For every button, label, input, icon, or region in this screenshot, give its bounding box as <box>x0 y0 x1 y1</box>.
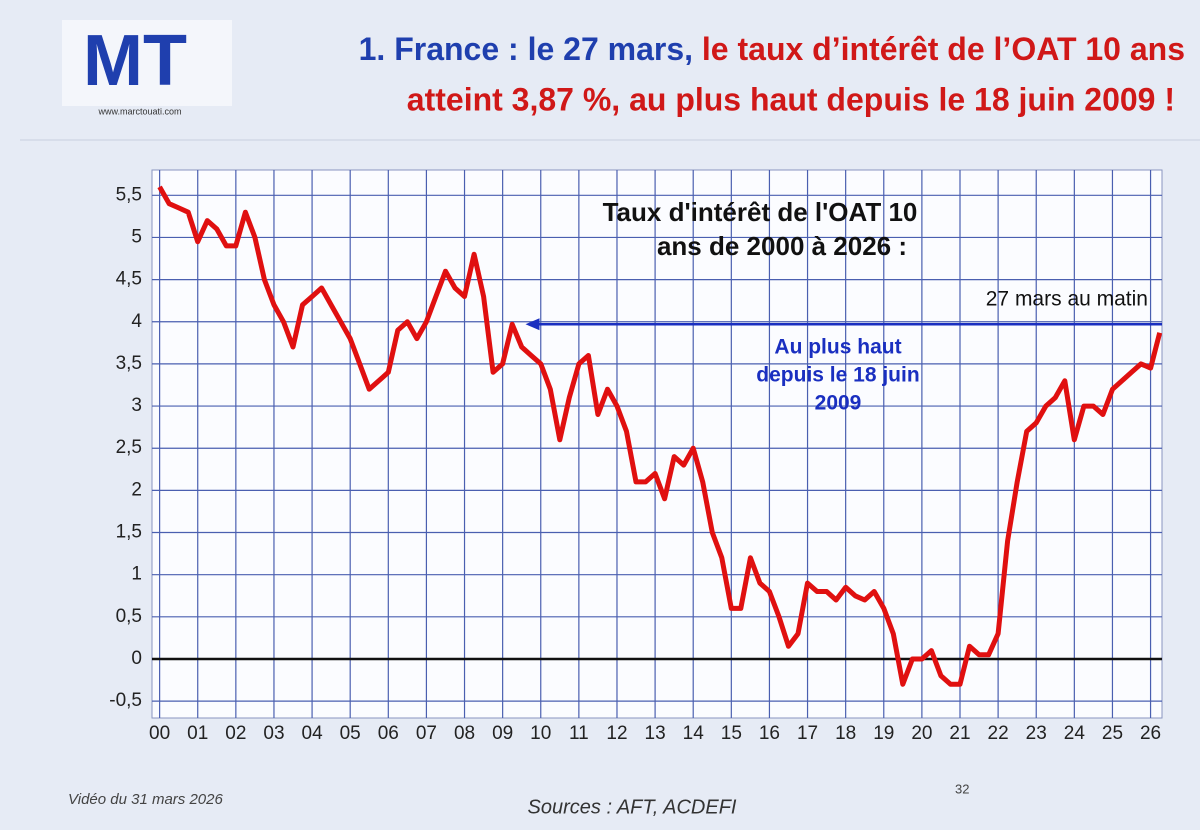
plot-area <box>151 169 1163 719</box>
y-tick-label: 5 <box>131 226 142 247</box>
x-tick-label: 03 <box>263 723 284 744</box>
y-tick-label: 2 <box>131 479 142 500</box>
x-tick-label: 19 <box>873 723 894 744</box>
x-tick-label: 11 <box>569 723 589 744</box>
y-tick-label: 1,5 <box>116 522 142 543</box>
x-tick-label: 10 <box>530 723 551 744</box>
title-part: 1. France : le 27 mars, <box>359 31 693 67</box>
logo-box <box>62 20 232 106</box>
x-tick-label: 22 <box>988 723 1009 744</box>
x-tick-label: 05 <box>340 723 361 744</box>
plot: -0,5 0 0,5 1 1,5 2 2,5 3 3,5 4 4,5 5 5,5 00 01 02 03 04 05… <box>109 169 1163 744</box>
x-tick-label: 24 <box>1064 723 1086 744</box>
x-tick-label: 12 <box>606 723 627 744</box>
logo-url: www.marctouati.com <box>97 106 181 116</box>
chart-title: ans de 2000 à 2026 : <box>657 231 907 261</box>
x-tick-label: 04 <box>302 723 324 744</box>
annotation: depuis le 18 juin <box>756 364 919 387</box>
title-part: le taux d’intérêt de l’OAT 10 ans <box>702 31 1185 67</box>
x-tick-label: 00 <box>149 723 170 744</box>
title-line-1: 1. France : le 27 mars, le taux d’intérê… <box>359 31 1185 67</box>
chart-title: Taux d'intérêt de l'OAT 10 <box>603 197 918 227</box>
y-tick-label: 4,5 <box>116 269 142 290</box>
title-line-2: atteint 3,87 %, au plus haut depuis le 1… <box>407 81 1175 117</box>
x-tick-label: 16 <box>759 723 780 744</box>
arrow-head <box>525 318 540 331</box>
x-tick-label: 26 <box>1140 723 1161 744</box>
x-tick-label: 23 <box>1026 723 1047 744</box>
x-tick-label: 13 <box>645 723 666 744</box>
y-tick-label: 0 <box>131 648 142 669</box>
x-tick-label: 14 <box>683 723 705 744</box>
x-tick-label: 08 <box>454 723 475 744</box>
y-tick-label: 0,5 <box>116 606 142 627</box>
x-tick-label: 21 <box>949 723 970 744</box>
x-tick-label: 20 <box>911 723 932 744</box>
x-tick-label: 18 <box>835 723 856 744</box>
y-tick-label: 4 <box>131 311 142 332</box>
y-tick-label: 3 <box>131 395 142 416</box>
annotation: 2009 <box>815 392 862 415</box>
x-tick-label: 25 <box>1102 723 1123 744</box>
x-tick-label: 02 <box>225 723 246 744</box>
y-tick-label: 1 <box>131 564 142 585</box>
footer-left: Vidéo du 31 mars 2026 <box>68 791 223 808</box>
x-tick-label: 01 <box>187 723 208 744</box>
x-tick-label: 06 <box>378 723 399 744</box>
sources: Sources : AFT, ACDEFI <box>528 796 737 818</box>
data-line <box>157 185 1163 687</box>
x-tick-label: 09 <box>492 723 513 744</box>
x-tick-label: 07 <box>416 723 437 744</box>
y-tick-label: 3,5 <box>116 353 142 374</box>
annotation: Au plus haut <box>774 336 901 359</box>
y-tick-label: 2,5 <box>116 437 142 458</box>
page-number: 32 <box>955 781 969 796</box>
y-tick-label: -0,5 <box>109 690 142 711</box>
annotation: 27 mars au matin <box>986 288 1148 311</box>
x-tick-label: 17 <box>797 723 818 744</box>
logo: MT <box>83 21 187 101</box>
x-tick-label: 15 <box>721 723 742 744</box>
y-tick-label: 5,5 <box>116 184 142 205</box>
